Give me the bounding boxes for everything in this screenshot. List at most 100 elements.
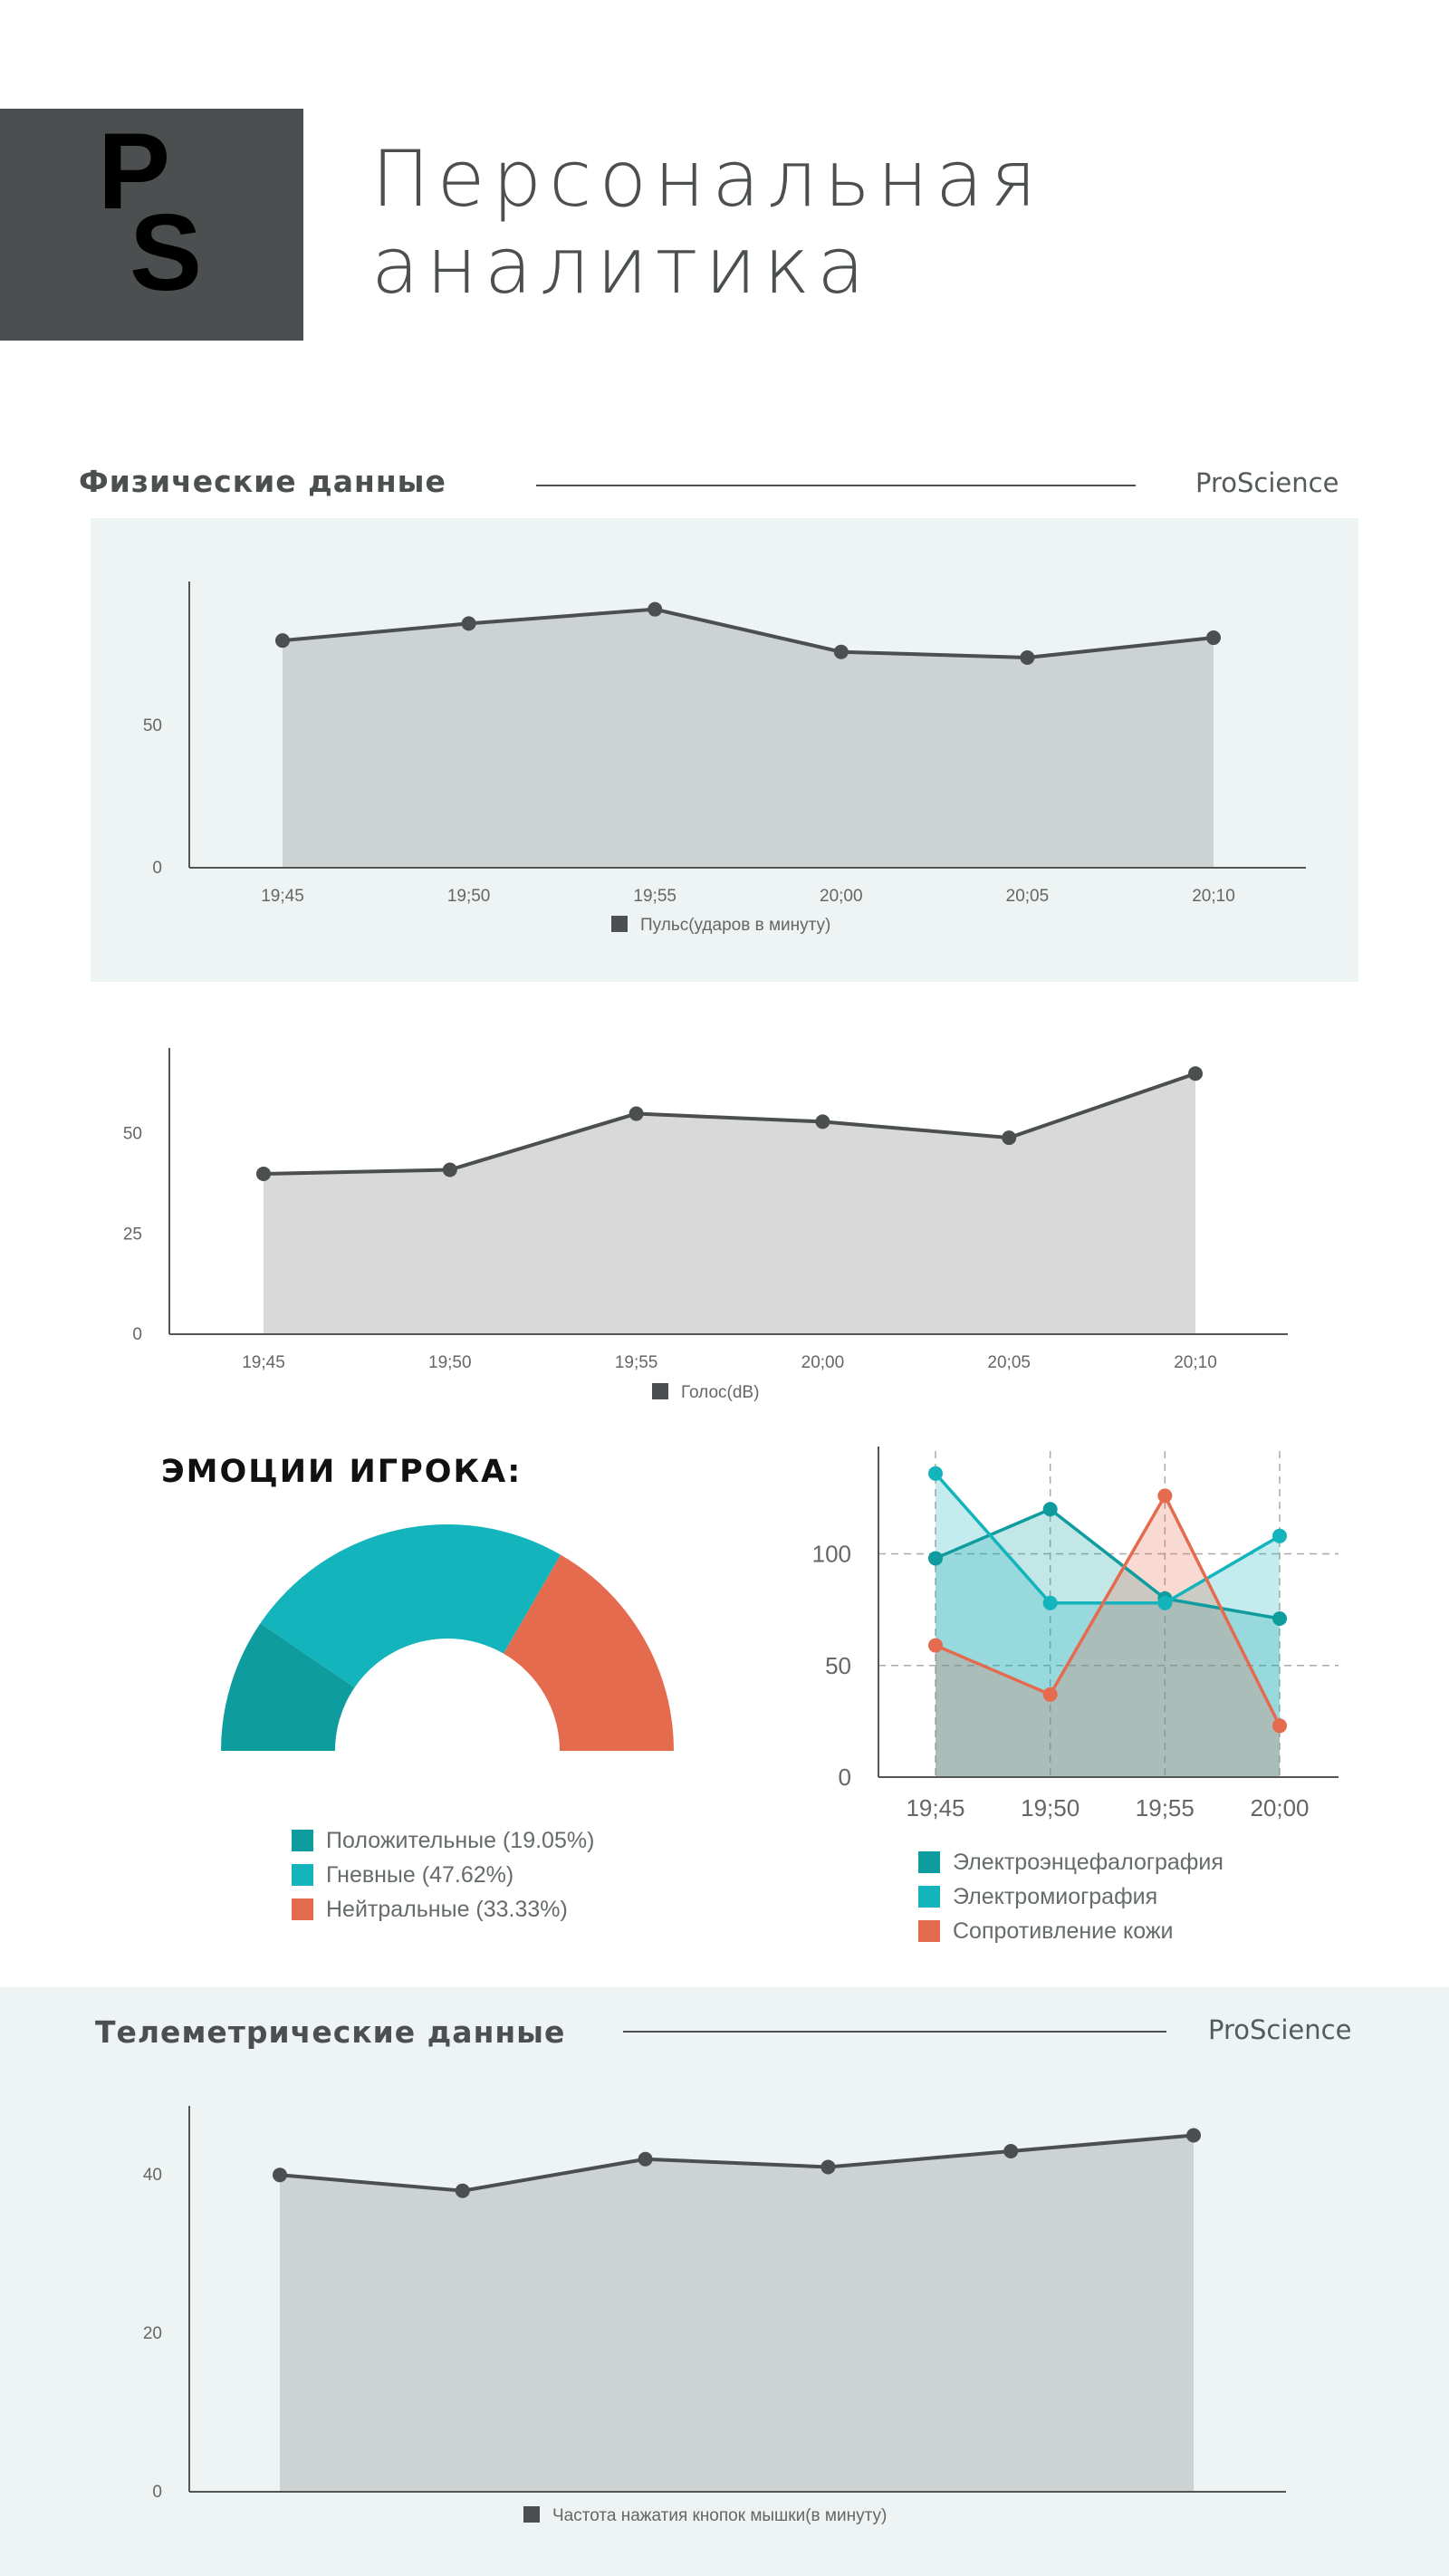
legend-item-neutral: Нейтральные (33.33%) xyxy=(292,1892,594,1927)
emotions-legend: Положительные (19.05%) Гневные (47.62%) … xyxy=(292,1823,594,1927)
data-point xyxy=(1157,1488,1173,1504)
clicks-chart: 0 20 40 Частота нажатия кнопок мышки(в мину… xyxy=(143,2106,1286,2525)
legend-swatch xyxy=(292,1830,313,1851)
x-tick-label: 20;00 xyxy=(1250,1794,1309,1821)
legend-item-skin: Сопротивление кожи xyxy=(918,1914,1223,1948)
divider-line xyxy=(536,485,1136,486)
data-point xyxy=(442,1162,457,1177)
area-fill xyxy=(936,1509,1280,1777)
data-point xyxy=(833,644,849,659)
data-point xyxy=(815,1114,830,1129)
legend-label: Нейтральные (33.33%) xyxy=(326,1896,568,1922)
y-tick-label: 20 xyxy=(143,2324,162,2343)
brand-label: ProScience xyxy=(1208,2014,1352,2045)
data-point xyxy=(1188,1066,1203,1081)
section-telemetry-title: Телеметрические данные xyxy=(95,2014,566,2050)
y-tick-label: 40 xyxy=(143,2166,162,2185)
data-point xyxy=(928,1551,943,1566)
data-point xyxy=(820,2159,836,2175)
x-tick-label: 20;00 xyxy=(820,887,863,906)
logo-letter-s: S xyxy=(130,192,202,313)
legend-swatch xyxy=(523,2506,540,2523)
series-line xyxy=(279,2133,1195,2193)
pie-slice xyxy=(221,1623,355,1751)
x-tick-label: 20;10 xyxy=(1192,887,1235,906)
y-tick-label: 0 xyxy=(152,859,162,878)
pie-slice xyxy=(260,1524,561,1688)
data-point xyxy=(273,2167,287,2183)
data-point xyxy=(1042,1687,1058,1702)
series-line xyxy=(282,607,1214,659)
legend-label: Голос(dB) xyxy=(681,1383,759,1402)
series-line xyxy=(935,1492,1281,1727)
data-point xyxy=(648,601,663,617)
legend-swatch xyxy=(652,1383,668,1399)
y-tick-label: 50 xyxy=(143,716,162,735)
area-fill xyxy=(264,1073,1195,1334)
y-tick-label: 50 xyxy=(825,1652,851,1679)
area-fill xyxy=(280,2135,1194,2492)
y-tick-label: 0 xyxy=(152,2483,162,2502)
data-point xyxy=(629,1106,644,1121)
logo: P S xyxy=(0,109,303,341)
legend-item-positive: Положительные (19.05%) xyxy=(292,1823,594,1858)
data-point xyxy=(1002,1130,1017,1146)
x-tick-label: 19;50 xyxy=(447,887,491,906)
legend-item-angry: Гневные (47.62%) xyxy=(292,1858,594,1892)
legend-swatch xyxy=(292,1864,313,1886)
y-tick-label: 100 xyxy=(812,1541,851,1568)
legend-label: Гневные (47.62%) xyxy=(326,1861,514,1888)
biometrics-chart: 0 50 100 19;45 19;50 19;55 20;00 xyxy=(812,1447,1339,1821)
y-tick-label: 50 xyxy=(123,1125,142,1144)
x-tick-label: 20;05 xyxy=(1006,887,1050,906)
legend-label: Электромиография xyxy=(953,1883,1158,1909)
y-tick-label: 0 xyxy=(839,1764,851,1791)
data-point xyxy=(1042,1502,1058,1517)
x-tick-label: 19;50 xyxy=(1021,1794,1080,1821)
x-tick-label: 20;10 xyxy=(1174,1353,1217,1372)
legend-swatch xyxy=(611,916,628,932)
emotions-title: ЭМОЦИИ ИГРОКА: xyxy=(161,1454,523,1490)
logo-letter-p: P xyxy=(98,111,170,232)
data-point xyxy=(638,2151,653,2167)
series-line xyxy=(934,1472,1281,1605)
legend-label: Пульс(ударов в минуту) xyxy=(640,916,830,935)
pie-slice xyxy=(504,1554,674,1751)
x-tick-label: 19;55 xyxy=(1136,1794,1195,1821)
legend-swatch xyxy=(918,1851,940,1873)
area-fill xyxy=(936,1495,1280,1777)
legend-label: Частота нажатия кнопок мышки(в минуту) xyxy=(552,2506,887,2525)
voice-chart: 0 25 50 19;45 19;50 19;55 20;00 20;05 20;10 Голос… xyxy=(123,1048,1288,1402)
x-tick-label: 19;50 xyxy=(428,1353,472,1372)
legend-swatch xyxy=(918,1886,940,1908)
data-point xyxy=(1042,1595,1058,1610)
emotions-chart xyxy=(221,1524,674,1751)
legend-label: Положительные (19.05%) xyxy=(326,1827,595,1853)
data-point xyxy=(928,1466,943,1481)
legend-item-emg: Электромиография xyxy=(918,1879,1223,1914)
legend-swatch xyxy=(918,1920,940,1942)
y-tick-label: 25 xyxy=(123,1225,142,1244)
data-point xyxy=(256,1166,271,1181)
x-tick-label: 19;55 xyxy=(633,887,677,906)
data-point xyxy=(1003,2143,1019,2158)
pulse-chart: 0 50 19;45 19;50 19;55 20;00 20;05 20;10 Пульс(у… xyxy=(143,582,1306,935)
data-point xyxy=(1272,1528,1287,1543)
biometrics-legend: Электроэнцефалография Электромиография С… xyxy=(918,1845,1223,1948)
data-point xyxy=(1186,2128,1201,2143)
page-title-line2: аналитика xyxy=(371,221,872,312)
data-point xyxy=(461,616,476,631)
section-physical-title: Физические данные xyxy=(79,464,446,499)
data-point xyxy=(1206,630,1221,646)
x-tick-label: 19;45 xyxy=(242,1353,285,1372)
x-tick-label: 19;45 xyxy=(261,887,304,906)
data-point xyxy=(275,633,290,649)
data-point xyxy=(1020,649,1035,665)
data-point xyxy=(455,2183,470,2198)
x-tick-label: 19;55 xyxy=(615,1353,658,1372)
logo-mark: P S xyxy=(98,111,202,313)
x-tick-label: 20;00 xyxy=(801,1353,845,1372)
page-title-line1: Персональная xyxy=(371,134,1044,225)
area-fill xyxy=(936,1473,1280,1777)
